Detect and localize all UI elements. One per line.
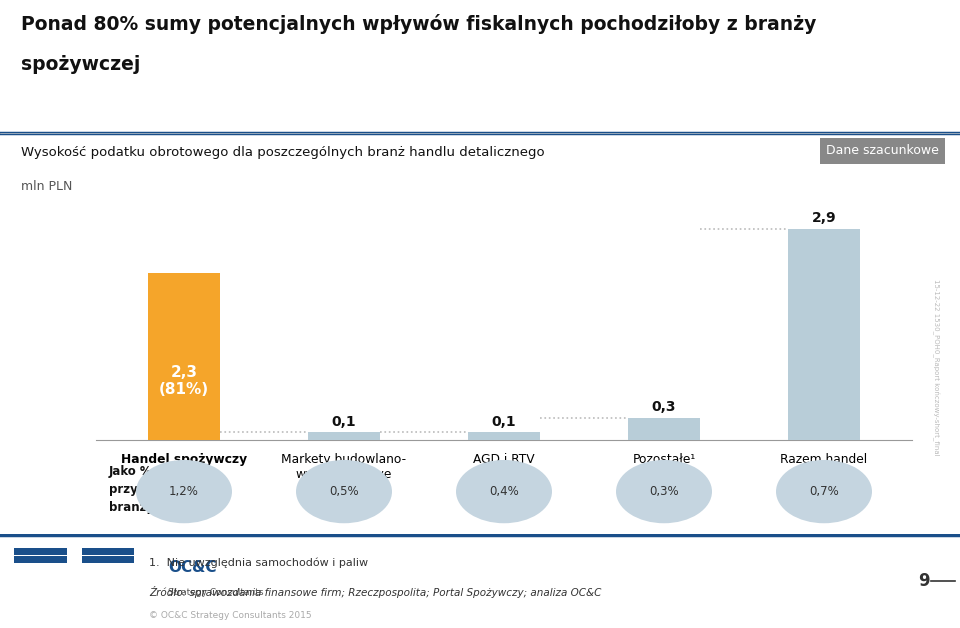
Ellipse shape (616, 460, 712, 523)
Bar (308, 432, 380, 440)
Text: 1.  Nie uwzględnia samochodów i paliw: 1. Nie uwzględnia samochodów i paliw (149, 558, 368, 568)
Text: 0,1: 0,1 (332, 414, 356, 429)
Text: Ponad 80% sumy potencjalnych wpływów fiskalnych pochodziłoby z branży: Ponad 80% sumy potencjalnych wpływów fis… (21, 14, 817, 34)
Ellipse shape (296, 460, 392, 523)
Bar (148, 273, 220, 440)
Text: 2,9: 2,9 (812, 212, 836, 225)
Text: © OC&C Strategy Consultants 2015: © OC&C Strategy Consultants 2015 (149, 612, 311, 620)
Bar (788, 229, 860, 440)
Text: spożywczej: spożywczej (21, 55, 140, 74)
Text: Strategy Consultants: Strategy Consultants (168, 588, 263, 597)
Text: Wysokość podatku obrotowego dla poszczególnych branż handlu detalicznego: Wysokość podatku obrotowego dla poszczeg… (21, 146, 544, 159)
Text: 0,3%: 0,3% (649, 485, 679, 498)
Ellipse shape (456, 460, 552, 523)
Text: 0,3: 0,3 (652, 400, 676, 414)
Text: 0,5%: 0,5% (329, 485, 359, 498)
Ellipse shape (776, 460, 872, 523)
Ellipse shape (136, 460, 232, 523)
Bar (628, 418, 700, 440)
Text: Źródło: sprawozdania finansowe firm; Rzeczpospolita; Portal Spożywczy; analiza O: Źródło: sprawozdania finansowe firm; Rze… (149, 585, 601, 598)
Text: mln PLN: mln PLN (21, 180, 73, 193)
Text: 0,4%: 0,4% (490, 485, 518, 498)
Text: Dane szacunkowe: Dane szacunkowe (826, 144, 939, 158)
Text: 1,2%: 1,2% (169, 485, 199, 498)
Text: 9: 9 (918, 572, 929, 590)
FancyBboxPatch shape (14, 548, 67, 555)
Text: 15-12-22 1530_POH0_Raport kończowy-short_final: 15-12-22 1530_POH0_Raport kończowy-short… (932, 279, 940, 456)
Text: OC&C: OC&C (168, 560, 217, 575)
Text: 0,1: 0,1 (492, 414, 516, 429)
FancyBboxPatch shape (82, 556, 134, 563)
Text: 0,7%: 0,7% (809, 485, 839, 498)
FancyBboxPatch shape (82, 548, 134, 555)
Text: Jako % sumy
przychodów
branży: Jako % sumy przychodów branży (108, 465, 192, 514)
FancyBboxPatch shape (14, 556, 67, 563)
Bar (468, 432, 540, 440)
Text: 2,3
(81%): 2,3 (81%) (159, 365, 209, 398)
